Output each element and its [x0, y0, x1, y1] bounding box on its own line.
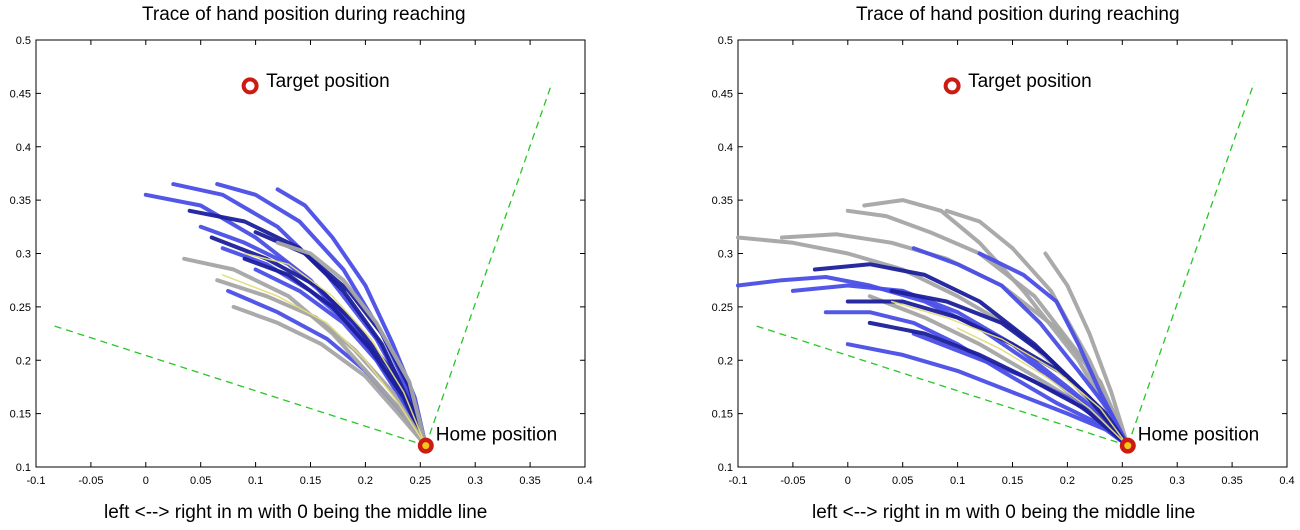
trajectory-line: [862, 198, 1130, 448]
x-tick-label: 0.1: [248, 475, 263, 487]
x-tick-label: 0.1: [950, 475, 965, 487]
x-tick-label: 0: [845, 475, 851, 487]
plot-right: -0.1 -0.05 0 0.05 0.1 0.15 0.2 0.25 0.3 0.35 0.4 0.…: [712, 35, 1295, 487]
y-tick-label: 0.45: [10, 88, 31, 100]
chart-panel-right: Trace of hand position during reaching -…: [650, 0, 1300, 530]
guide-line: [425, 82, 553, 446]
trajectory-group: [143, 182, 428, 448]
x-tick-label: 0.4: [1279, 475, 1294, 487]
guide-line: [1127, 82, 1255, 446]
y-tick-label: 0.25: [10, 302, 31, 314]
x-tick-label: 0.3: [468, 475, 483, 487]
plot-frame: [737, 39, 1288, 468]
x-tick-label: 0.15: [300, 475, 321, 487]
y-tick-label: 0.35: [712, 195, 733, 207]
y-tick-label: 0.2: [16, 355, 31, 367]
trajectory-line: [889, 288, 1130, 448]
x-tick-label: 0.35: [519, 475, 540, 487]
x-tick-label: -0.1: [729, 475, 748, 487]
x-tick-label: -0.05: [78, 475, 103, 487]
trajectory-line: [845, 342, 1130, 448]
home-label: Home position: [436, 425, 557, 446]
chart-title: Trace of hand position during reaching: [856, 4, 1180, 25]
target-marker: [241, 77, 259, 95]
x-tick-label: 0.05: [892, 475, 913, 487]
x-tick-label: 0.3: [1170, 475, 1185, 487]
trajectory-group: [736, 198, 1130, 448]
home-marker-center: [1124, 442, 1132, 450]
x-tick-label: 0: [143, 475, 149, 487]
x-axis-label: left <--> right in m with 0 being the mi…: [104, 502, 488, 523]
trajectory-line: [231, 304, 428, 448]
y-tick-label: 0.3: [718, 249, 733, 261]
trajectory-line: [845, 299, 1130, 448]
y-tick-label: 0.25: [712, 302, 733, 314]
y-tick-label: 0.5: [718, 35, 733, 47]
y-tick-label: 0.5: [16, 35, 31, 47]
x-tick-label: 0.15: [1002, 475, 1023, 487]
y-tick-label: 0.1: [718, 462, 733, 474]
x-tick-label: 0.35: [1221, 475, 1242, 487]
y-tick-label: 0.35: [10, 195, 31, 207]
x-axis-label: left <--> right in m with 0 being the mi…: [812, 502, 1196, 523]
trajectory-line: [243, 252, 427, 447]
y-tick-label: 0.2: [718, 355, 733, 367]
target-marker: [943, 77, 961, 95]
trajectory-line: [890, 300, 1129, 447]
trajectory-line: [956, 327, 1129, 447]
x-tick-label: -0.05: [780, 475, 805, 487]
chart-panel-left: Trace of hand position during reaching -…: [10, 4, 593, 523]
trajectory-line: [242, 256, 428, 448]
x-tick-label: 0.05: [190, 475, 211, 487]
target-label: Target position: [266, 71, 390, 92]
plot-left: -0.1 -0.05 0 0.05 0.1 0.15 0.2 0.25 0.3 0.35 0.4 0.…: [10, 35, 593, 487]
y-tick-label: 0.4: [16, 142, 31, 154]
trajectory-line: [215, 278, 428, 448]
guide-line: [756, 325, 1128, 447]
x-tick-label: 0.4: [577, 475, 592, 487]
target-label: Target position: [968, 71, 1092, 92]
y-tick-label: 0.15: [10, 409, 31, 421]
home-marker-center: [422, 442, 430, 450]
trajectory-line: [221, 274, 427, 447]
trajectory-line: [977, 251, 1130, 448]
x-tick-label: -0.1: [27, 475, 46, 487]
chart-title: Trace of hand position during reaching: [142, 4, 466, 25]
trajectory-line: [867, 320, 1130, 448]
y-tick-label: 0.1: [16, 462, 31, 474]
x-tick-label: 0.25: [1112, 475, 1133, 487]
y-tick-label: 0.3: [16, 249, 31, 261]
trajectory-line: [1043, 251, 1130, 448]
x-tick-label: 0.25: [410, 475, 431, 487]
x-tick-label: 0.2: [1060, 475, 1075, 487]
guide-line: [54, 325, 426, 447]
y-tick-label: 0.4: [718, 142, 733, 154]
y-tick-label: 0.15: [712, 409, 733, 421]
y-tick-label: 0.45: [712, 88, 733, 100]
trajectory-line: [275, 240, 428, 448]
x-tick-label: 0.2: [358, 475, 373, 487]
trajectory-line: [944, 208, 1130, 448]
home-label: Home position: [1138, 425, 1259, 446]
